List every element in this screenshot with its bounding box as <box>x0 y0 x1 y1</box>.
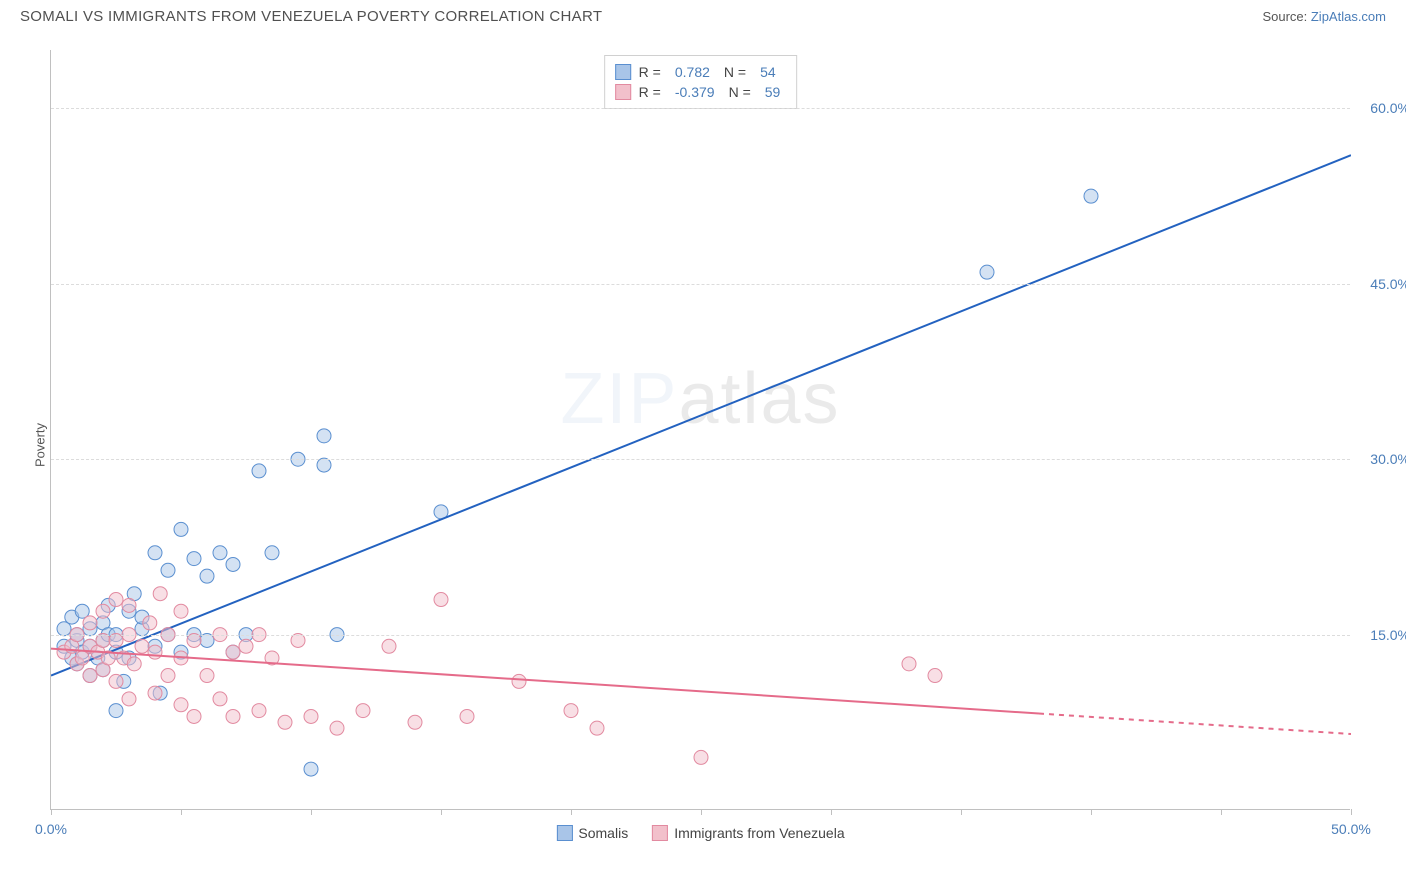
x-tick <box>311 809 312 815</box>
scatter-point <box>590 721 604 735</box>
scatter-point <box>213 546 227 560</box>
scatter-point <box>226 557 240 571</box>
scatter-point <box>434 593 448 607</box>
y-tick-label: 45.0% <box>1370 276 1406 292</box>
scatter-point <box>330 721 344 735</box>
bottom-legend: Somalis Immigrants from Venezuela <box>556 825 844 841</box>
trend-line-dashed <box>1039 714 1351 734</box>
scatter-point <box>200 569 214 583</box>
trend-line <box>51 155 1351 675</box>
scatter-point <box>304 762 318 776</box>
scatter-point <box>174 698 188 712</box>
x-tick <box>51 809 52 815</box>
scatter-point <box>252 704 266 718</box>
scatter-point <box>161 563 175 577</box>
scatter-point <box>135 639 149 653</box>
scatter-point <box>278 715 292 729</box>
scatter-point <box>109 674 123 688</box>
y-axis-label: Poverty <box>33 423 48 467</box>
source-link[interactable]: ZipAtlas.com <box>1311 9 1386 24</box>
scatter-point <box>304 709 318 723</box>
scatter-point <box>382 639 396 653</box>
y-tick-label: 15.0% <box>1370 627 1406 643</box>
scatter-point <box>161 669 175 683</box>
scatter-point <box>200 669 214 683</box>
scatter-point <box>174 604 188 618</box>
scatter-point <box>174 522 188 536</box>
scatter-point <box>252 464 266 478</box>
gridline <box>51 635 1350 636</box>
x-tick <box>571 809 572 815</box>
scatter-point <box>96 604 110 618</box>
source-prefix: Source: <box>1262 9 1310 24</box>
x-tick <box>1221 809 1222 815</box>
scatter-point <box>902 657 916 671</box>
x-tick <box>831 809 832 815</box>
header: SOMALI VS IMMIGRANTS FROM VENEZUELA POVE… <box>0 0 1406 33</box>
scatter-point <box>356 704 370 718</box>
scatter-point <box>226 645 240 659</box>
legend-swatch-1 <box>652 825 668 841</box>
gridline <box>51 284 1350 285</box>
chart-container: Poverty ZIPatlas R = 0.782 N = 54 R = -0… <box>50 50 1390 840</box>
scatter-point <box>143 616 157 630</box>
plot-area: ZIPatlas R = 0.782 N = 54 R = -0.379 N =… <box>50 50 1350 810</box>
y-tick-label: 60.0% <box>1370 100 1406 116</box>
y-tick-label: 30.0% <box>1370 451 1406 467</box>
legend-item-0: Somalis <box>556 825 628 841</box>
scatter-point <box>148 546 162 560</box>
scatter-point <box>512 674 526 688</box>
scatter-point <box>83 669 97 683</box>
scatter-point <box>460 709 474 723</box>
scatter-point <box>239 639 253 653</box>
chart-title: SOMALI VS IMMIGRANTS FROM VENEZUELA POVE… <box>20 8 602 25</box>
scatter-point <box>127 657 141 671</box>
scatter-point <box>153 587 167 601</box>
scatter-point <box>109 593 123 607</box>
scatter-point <box>122 598 136 612</box>
x-tick <box>1351 809 1352 815</box>
x-tick <box>1091 809 1092 815</box>
legend-item-1: Immigrants from Venezuela <box>652 825 844 841</box>
scatter-point <box>213 692 227 706</box>
scatter-point <box>1084 189 1098 203</box>
scatter-point <box>83 616 97 630</box>
scatter-point <box>408 715 422 729</box>
chart-svg <box>51 50 1351 810</box>
gridline <box>51 108 1350 109</box>
scatter-point <box>317 429 331 443</box>
x-tick <box>961 809 962 815</box>
source-attribution: Source: ZipAtlas.com <box>1262 9 1386 24</box>
x-tick-label: 50.0% <box>1331 821 1371 837</box>
gridline <box>51 459 1350 460</box>
scatter-point <box>980 265 994 279</box>
x-tick <box>701 809 702 815</box>
scatter-point <box>148 686 162 700</box>
x-tick-label: 0.0% <box>35 821 67 837</box>
legend-label-1: Immigrants from Venezuela <box>674 825 844 841</box>
scatter-point <box>564 704 578 718</box>
scatter-point <box>109 704 123 718</box>
legend-swatch-0 <box>556 825 572 841</box>
x-tick <box>181 809 182 815</box>
scatter-point <box>265 546 279 560</box>
x-tick <box>441 809 442 815</box>
scatter-point <box>226 709 240 723</box>
scatter-point <box>122 692 136 706</box>
scatter-point <box>694 750 708 764</box>
scatter-point <box>928 669 942 683</box>
trend-line <box>51 649 1039 714</box>
scatter-point <box>187 552 201 566</box>
scatter-point <box>148 645 162 659</box>
legend-label-0: Somalis <box>578 825 628 841</box>
scatter-point <box>187 709 201 723</box>
